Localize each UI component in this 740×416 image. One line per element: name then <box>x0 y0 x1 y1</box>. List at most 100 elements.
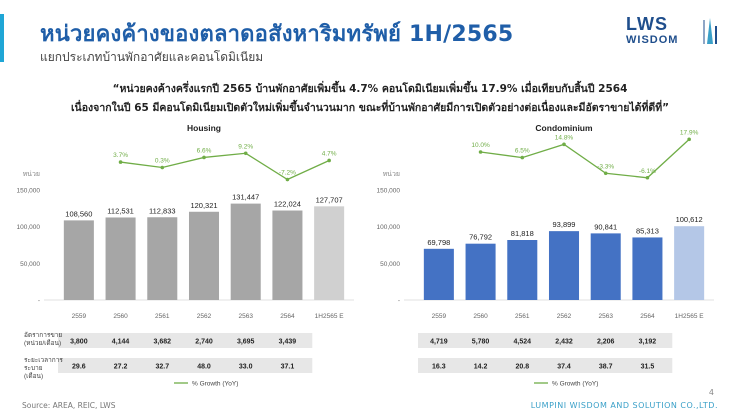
condo-growth-point <box>478 150 483 154</box>
condo-xtick: 2563 <box>598 313 613 320</box>
condo-xtick: 2560 <box>473 313 488 320</box>
housing-ytick: 150,000 <box>17 188 41 195</box>
page-subtitle: แยกประเภทบ้านพักอาศัยและคอนโดมิเนียม <box>40 50 264 64</box>
housing-growth-point <box>160 165 165 170</box>
housing-growth-label: 6.6% <box>197 147 212 154</box>
condo-growth-label: -3.3% <box>597 163 614 170</box>
title-accent-bar <box>0 14 4 62</box>
housing-bar-value-label: 112,531 <box>107 206 134 215</box>
housing-bar <box>230 203 261 300</box>
condo-ytick: 50,000 <box>380 261 400 268</box>
table-row-label: (หน่วย/เดือน) <box>24 339 61 347</box>
condo-growth-point <box>520 155 525 160</box>
housing-growth-point <box>118 160 123 164</box>
housing-xtick: 2559 <box>72 313 87 320</box>
condo-growth-label: -6.1% <box>639 168 656 175</box>
quote-line-1: “หน่วยคงค้างครึ่งแรกปี 2565 บ้านพักอาศัย… <box>112 83 628 95</box>
condo-bar-value-label: 93,899 <box>553 220 576 229</box>
housing-unit-label: หน่วย <box>23 171 40 178</box>
housing-bar-value-label: 108,560 <box>65 209 92 218</box>
condo-xtick: 1H2565 E <box>675 313 705 320</box>
table-row-label: ระยะเวลาการ <box>24 357 63 364</box>
housing-bar <box>105 217 136 300</box>
condo-bar <box>674 226 705 300</box>
condo-table-cell: 16.3 <box>432 364 446 371</box>
housing-bar <box>314 206 345 300</box>
condo-growth-label: 14.8% <box>555 134 574 141</box>
condo-legend-label: % Growth (YoY) <box>552 381 598 388</box>
housing-xtick: 2560 <box>113 313 128 320</box>
condo-table-cell: 37.4 <box>557 364 571 371</box>
condo-table-row-bg <box>418 358 673 373</box>
page-title: หน่วยคงค้างของตลาดอสังหาริมทรัพย์ 1H/256… <box>40 22 514 47</box>
housing-bar <box>147 217 178 300</box>
condo-bar <box>590 233 621 300</box>
table-row-label: อัตราการขาย <box>24 331 62 339</box>
housing-growth-point <box>285 177 290 182</box>
logo-text-sub: WISDOM <box>626 34 679 46</box>
condo-table-cell: 20.8 <box>515 364 529 371</box>
condo-bar-value-label: 81,818 <box>511 229 534 238</box>
housing-chart-title: Housing <box>187 123 221 133</box>
housing-table-cell: 29.6 <box>72 364 86 371</box>
housing-xtick: 2563 <box>238 313 253 320</box>
housing-table-cell: 2,740 <box>195 339 213 346</box>
condo-bar <box>465 243 496 300</box>
condo-bar <box>507 240 538 300</box>
housing-bar-value-label: 112,833 <box>149 206 176 215</box>
footer-company: LUMPINI WISDOM AND SOLUTION CO.,LTD. <box>530 401 718 410</box>
housing-xtick: 2561 <box>155 313 170 320</box>
condo-ytick: - <box>398 298 400 305</box>
condo-growth-label: 10.0% <box>471 142 490 149</box>
logo-tower-icon <box>703 18 717 44</box>
housing-ytick: - <box>38 298 40 305</box>
housing-bar-value-label: 120,321 <box>190 201 217 210</box>
condo-bar-value-label: 90,841 <box>594 222 617 231</box>
condo-bar <box>632 237 663 300</box>
condo-table-cell: 2,206 <box>597 339 615 346</box>
housing-bar <box>272 210 303 300</box>
housing-bar-value-label: 127,707 <box>316 195 343 204</box>
housing-table-row-bg <box>58 358 313 373</box>
condo-bar <box>548 231 580 300</box>
logo-text-main: LWS <box>626 14 668 34</box>
housing-growth-point <box>202 155 206 160</box>
condo-bar-value-label: 100,612 <box>676 215 703 224</box>
housing-table-cell: 37.1 <box>281 364 295 371</box>
housing-table-row-bg <box>58 333 313 348</box>
housing-bar-value-label: 122,024 <box>274 200 301 209</box>
condo-bar-value-label: 69,798 <box>427 238 450 247</box>
housing-xtick: 2562 <box>197 313 212 320</box>
condo-ytick: 150,000 <box>377 188 401 195</box>
housing-growth-point <box>243 151 248 156</box>
condo-growth-label: 17.9% <box>680 129 699 136</box>
condo-growth-point <box>687 137 691 142</box>
housing-xtick: 1H2565 E <box>315 313 345 320</box>
condo-table-row-bg <box>418 333 673 348</box>
condo-growth-point <box>562 142 566 147</box>
housing-table-cell: 3,439 <box>279 339 297 346</box>
quote-line-2: เนื่องจากในปี 65 มีคอนโดมิเนียมเปิดตัวให… <box>70 102 670 114</box>
housing-table-cell: 33.0 <box>239 364 253 371</box>
housing-growth-label: 9.2% <box>238 143 253 150</box>
condo-xtick: 2564 <box>640 313 655 320</box>
housing-table-cell: 3,800 <box>70 339 88 346</box>
condo-growth-point <box>645 175 650 180</box>
housing-xtick: 2564 <box>280 313 295 320</box>
housing-table-cell: 3,682 <box>154 339 172 346</box>
housing-growth-point <box>327 158 331 163</box>
page-number: 4 <box>708 388 714 397</box>
condo-table-cell: 4,719 <box>430 339 448 346</box>
housing-table-cell: 4,144 <box>112 339 130 346</box>
condo-unit-label: หน่วย <box>383 171 400 178</box>
housing-bar <box>188 211 220 300</box>
housing-table-cell: 27.2 <box>114 364 128 371</box>
housing-growth-line <box>120 152 330 181</box>
condo-table-cell: 3,192 <box>639 339 657 346</box>
condo-table-cell: 31.5 <box>641 364 655 371</box>
condo-bar-value-label: 76,792 <box>469 233 492 242</box>
housing-ytick: 50,000 <box>20 261 40 268</box>
condo-ytick: 100,000 <box>377 224 401 231</box>
condo-growth-point <box>603 171 608 176</box>
condo-table-cell: 2,432 <box>555 339 573 346</box>
